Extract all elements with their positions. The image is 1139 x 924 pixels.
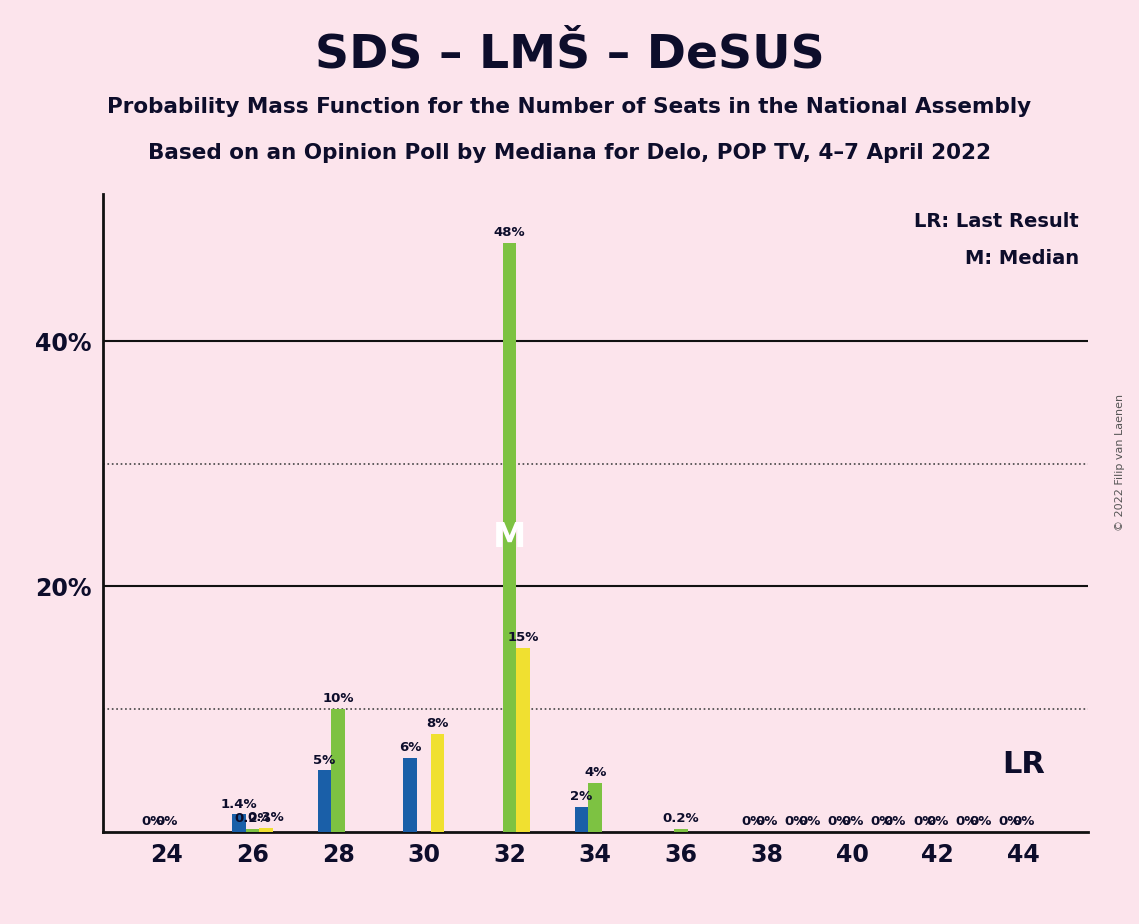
Text: 15%: 15%	[508, 631, 539, 644]
Text: M: Median: M: Median	[965, 249, 1079, 268]
Bar	[431, 734, 444, 832]
Text: M: M	[493, 521, 526, 553]
Text: Probability Mass Function for the Number of Seats in the National Assembly: Probability Mass Function for the Number…	[107, 97, 1032, 117]
Text: 6%: 6%	[399, 741, 421, 754]
Text: 0.3%: 0.3%	[248, 811, 285, 824]
Text: 8%: 8%	[426, 717, 449, 730]
Text: 0.2%: 0.2%	[235, 812, 271, 825]
Text: 0%: 0%	[156, 815, 178, 828]
Text: 0%: 0%	[785, 815, 806, 828]
Text: 0.2%: 0.2%	[663, 812, 699, 825]
Text: 0%: 0%	[884, 815, 907, 828]
Text: 0%: 0%	[870, 815, 893, 828]
Bar	[232, 814, 246, 832]
Text: 0%: 0%	[999, 815, 1021, 828]
Bar	[674, 829, 688, 832]
Bar	[588, 783, 603, 832]
Text: 0%: 0%	[841, 815, 863, 828]
Bar	[502, 243, 516, 832]
Text: LR: LR	[1002, 749, 1044, 779]
Text: SDS – LMŠ – DeSUS: SDS – LMŠ – DeSUS	[314, 32, 825, 78]
Bar	[318, 771, 331, 832]
Text: 10%: 10%	[322, 692, 354, 705]
Text: Based on an Opinion Poll by Mediana for Delo, POP TV, 4–7 April 2022: Based on an Opinion Poll by Mediana for …	[148, 143, 991, 164]
Text: 5%: 5%	[313, 754, 336, 767]
Text: 0%: 0%	[798, 815, 820, 828]
Bar	[403, 758, 417, 832]
Bar	[246, 829, 260, 832]
Text: 0%: 0%	[755, 815, 778, 828]
Text: 0%: 0%	[969, 815, 992, 828]
Text: 0%: 0%	[956, 815, 978, 828]
Text: 0%: 0%	[827, 815, 850, 828]
Text: 0%: 0%	[741, 815, 764, 828]
Text: 0%: 0%	[1013, 815, 1034, 828]
Text: 0%: 0%	[913, 815, 935, 828]
Bar	[516, 648, 530, 832]
Text: LR: Last Result: LR: Last Result	[915, 213, 1079, 231]
Text: © 2022 Filip van Laenen: © 2022 Filip van Laenen	[1115, 394, 1124, 530]
Text: 48%: 48%	[493, 226, 525, 239]
Bar	[331, 709, 345, 832]
Text: 1.4%: 1.4%	[221, 797, 257, 810]
Text: 0%: 0%	[142, 815, 164, 828]
Text: 0%: 0%	[927, 815, 949, 828]
Text: 2%: 2%	[571, 790, 592, 803]
Bar	[260, 828, 273, 832]
Text: 4%: 4%	[584, 766, 606, 779]
Bar	[574, 807, 588, 832]
